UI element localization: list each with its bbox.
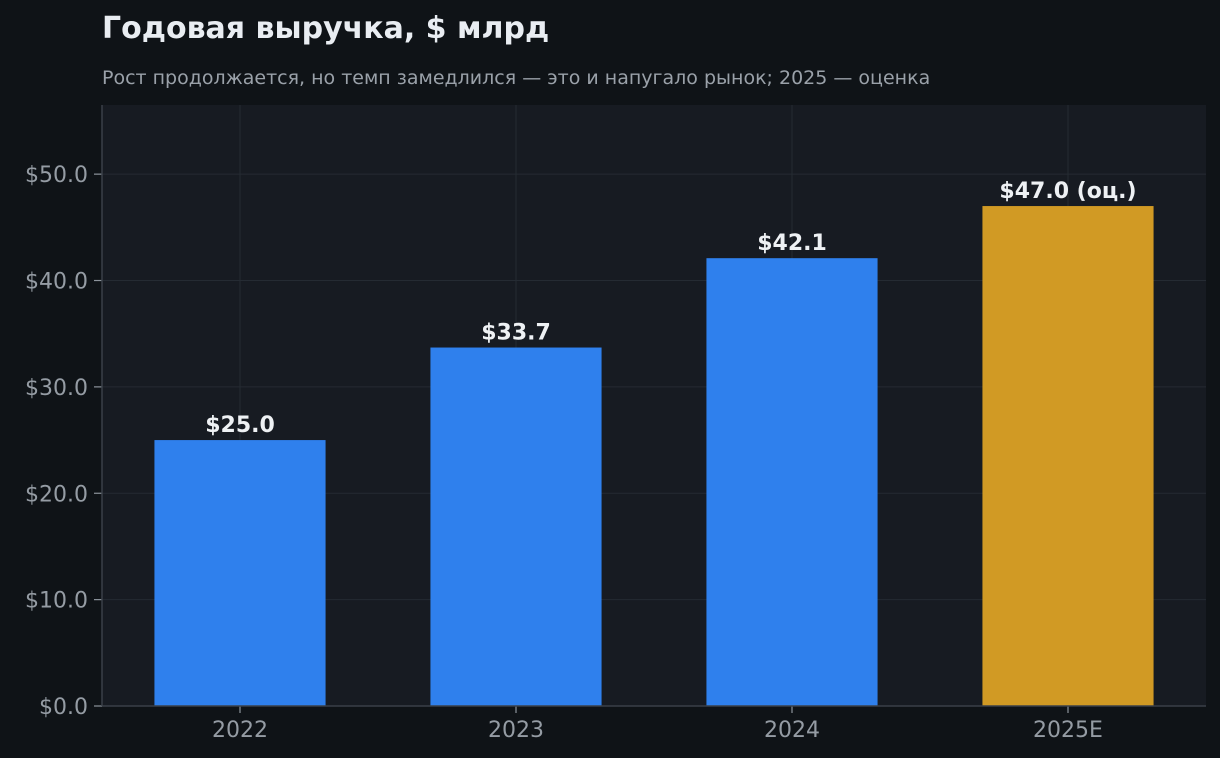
bar-2023: [430, 347, 602, 706]
y-tick-label: $10.0: [25, 589, 88, 614]
y-tick-label: $40.0: [25, 270, 88, 295]
y-tick-label: $30.0: [25, 376, 88, 401]
y-tick-label: $0.0: [39, 695, 88, 720]
data-label-2023: $33.7: [481, 321, 551, 346]
x-tick-label: 2024: [764, 718, 820, 743]
x-tick-label: 2023: [488, 718, 544, 743]
labels: $0.0 $10.0 $20.0 $30.0 $40.0 $50.0 $25.0 2022 $3…: [25, 163, 1137, 743]
data-label-2024: $42.1: [757, 231, 827, 256]
axes: [94, 105, 1206, 713]
y-tick-label: $50.0: [25, 163, 88, 188]
chart-subtitle: Рост продолжается, но темп замедлился — …: [102, 67, 930, 89]
y-tick-label: $20.0: [25, 482, 88, 507]
x-tick-label: 2022: [212, 718, 268, 743]
x-tick-label: 2025E: [1033, 718, 1103, 743]
data-label-2025e: $47.0 (оц.): [999, 179, 1136, 204]
chart-title: Годовая выручка, $ млрд: [102, 11, 549, 46]
bars: [154, 206, 1154, 706]
data-label-2022: $25.0: [205, 413, 275, 438]
bar-2025e: [982, 206, 1154, 706]
bar-2024: [706, 258, 878, 706]
bar-2022: [154, 440, 326, 706]
